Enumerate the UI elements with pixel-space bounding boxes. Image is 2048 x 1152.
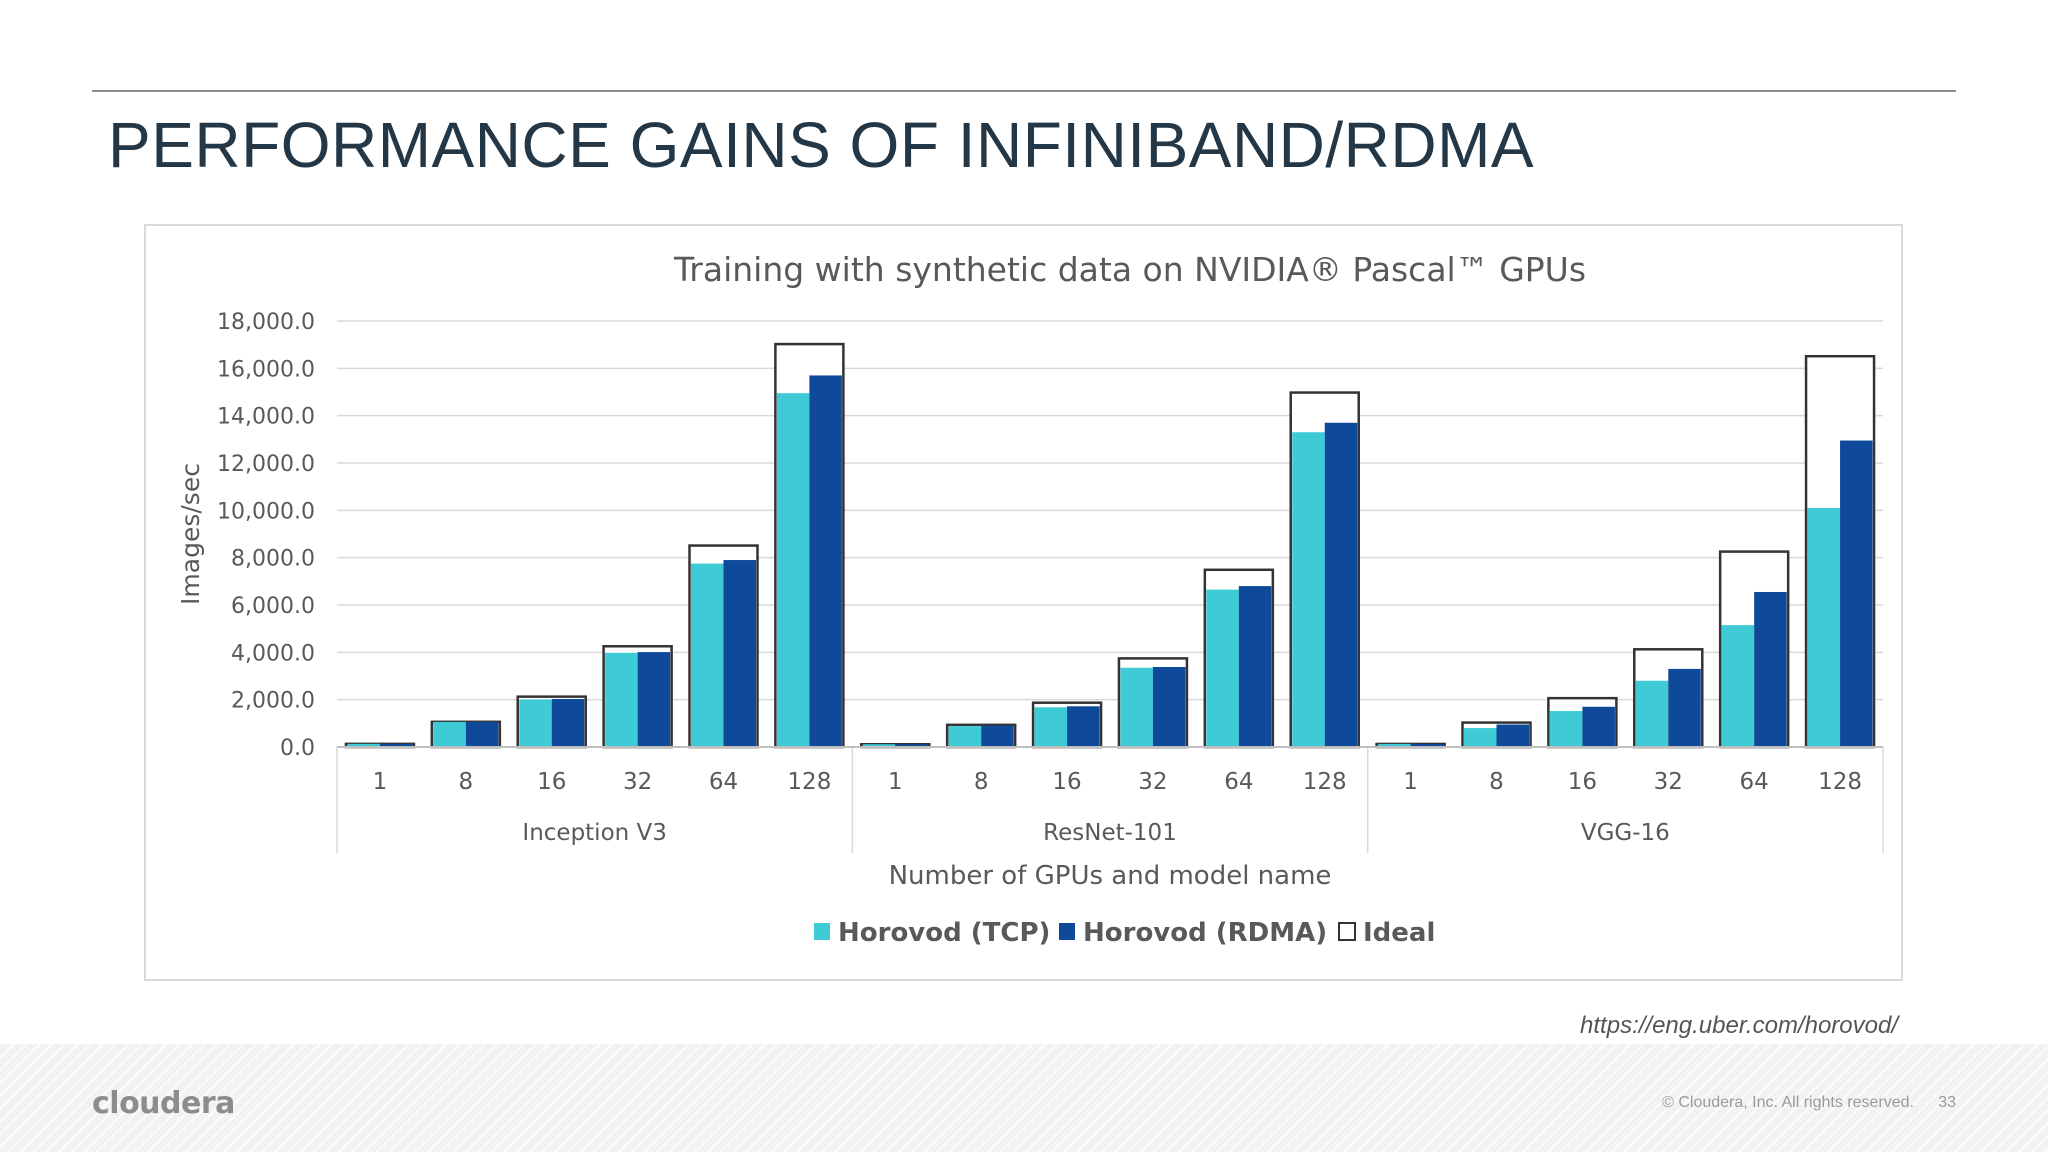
tcp-bar <box>1807 507 1841 747</box>
top-rule <box>92 90 1956 92</box>
legend-ideal-label: Ideal <box>1363 918 1435 948</box>
tcp-bar <box>862 744 896 747</box>
rdma-bar <box>723 560 756 747</box>
tcp-bar <box>691 563 724 747</box>
tcp-bar <box>519 699 552 747</box>
tcp-bar <box>433 721 466 747</box>
footer-band <box>0 1044 2048 1152</box>
x-tick-label: 8 <box>1489 769 1504 795</box>
y-tick-label: 2,000.0 <box>231 689 315 714</box>
legend-ideal-swatch <box>1338 922 1356 941</box>
rdma-bar <box>809 375 842 747</box>
x-tick-label: 8 <box>459 769 474 795</box>
rdma-bar <box>1668 668 1701 747</box>
x-tick-label: 1 <box>888 769 903 795</box>
x-tick-label: 64 <box>1224 769 1253 795</box>
group-label: Inception V3 <box>522 820 667 846</box>
x-tick-label: 32 <box>623 769 652 795</box>
y-tick-label: 10,000.0 <box>217 499 315 524</box>
legend-tcp-label: Horovod (TCP) <box>838 918 1050 948</box>
rdma-bar <box>1496 724 1529 747</box>
tcp-bar <box>1464 728 1497 747</box>
rdma-bar <box>1324 422 1358 747</box>
group-label: ResNet-101 <box>1043 820 1177 846</box>
tcp-bar <box>1206 589 1239 747</box>
legend-tcp-swatch <box>814 923 830 940</box>
x-tick-label: 64 <box>1740 769 1769 795</box>
tcp-bar <box>1120 667 1153 747</box>
x-tick-label: 128 <box>787 769 831 795</box>
legend-rdma-swatch <box>1059 923 1075 940</box>
chart-title: Training with synthetic data on NVIDIA® … <box>673 250 1586 289</box>
x-tick-label: 16 <box>1052 769 1081 795</box>
tcp-bar <box>1635 680 1669 747</box>
x-tick-label: 1 <box>373 769 388 795</box>
copyright-text: © Cloudera, Inc. All rights reserved. <box>1662 1094 1914 1111</box>
x-tick-label: 32 <box>1138 769 1167 795</box>
y-tick-label: 12,000.0 <box>217 452 315 477</box>
rdma-bar <box>1152 667 1186 747</box>
tcp-bar <box>1034 707 1068 747</box>
tcp-bar <box>948 726 982 747</box>
rdma-bar <box>1582 706 1615 747</box>
tcp-bar <box>605 652 638 747</box>
rdma-bar <box>379 743 413 747</box>
x-tick-label: 16 <box>1568 769 1597 795</box>
x-tick-label: 16 <box>537 769 566 795</box>
rdma-bar <box>637 652 671 747</box>
bar-chart: Training with synthetic data on NVIDIA® … <box>176 250 1884 948</box>
tcp-bar <box>1292 432 1325 747</box>
x-tick-label: 128 <box>1303 769 1347 795</box>
x-tick-label: 32 <box>1654 769 1683 795</box>
rdma-bar <box>1067 706 1100 747</box>
cloudera-logo: cloudera <box>92 1086 235 1121</box>
group-label: VGG-16 <box>1581 820 1670 846</box>
x-axis-label: Number of GPUs and model name <box>889 861 1332 891</box>
tcp-bar <box>1549 711 1583 747</box>
tcp-bar <box>1378 743 1411 747</box>
x-tick-label: 128 <box>1818 769 1862 795</box>
y-tick-label: 18,000.0 <box>217 310 315 335</box>
rdma-bar <box>465 721 499 747</box>
rdma-bar <box>551 698 585 747</box>
source-link[interactable]: https://eng.uber.com/horovod/ <box>1580 1012 1898 1039</box>
y-tick-label: 4,000.0 <box>231 641 315 666</box>
chart-container: Training with synthetic data on NVIDIA® … <box>144 224 1903 981</box>
x-tick-label: 8 <box>974 769 989 795</box>
y-tick-label: 6,000.0 <box>231 594 315 619</box>
rdma-bar <box>1840 440 1873 747</box>
y-tick-label: 16,000.0 <box>217 357 315 382</box>
y-tick-label: 0.0 <box>280 736 315 761</box>
tcp-bar <box>776 393 810 747</box>
y-axis-label: Images/sec <box>176 463 205 605</box>
tcp-bar <box>1721 625 1755 747</box>
rdma-bar <box>981 725 1014 747</box>
rdma-bar <box>1410 743 1444 747</box>
x-tick-label: 64 <box>709 769 738 795</box>
rdma-bar <box>895 744 928 747</box>
rdma-bar <box>1754 591 1787 747</box>
page-number: 33 <box>1938 1094 1956 1111</box>
x-tick-label: 1 <box>1403 769 1418 795</box>
y-tick-label: 8,000.0 <box>231 547 315 572</box>
legend-rdma-label: Horovod (RDMA) <box>1083 918 1327 948</box>
y-tick-label: 14,000.0 <box>217 405 315 430</box>
rdma-bar <box>1238 586 1272 747</box>
tcp-bar <box>347 743 380 747</box>
slide-title: PERFORMANCE GAINS OF INFINIBAND/RDMA <box>108 109 1535 181</box>
